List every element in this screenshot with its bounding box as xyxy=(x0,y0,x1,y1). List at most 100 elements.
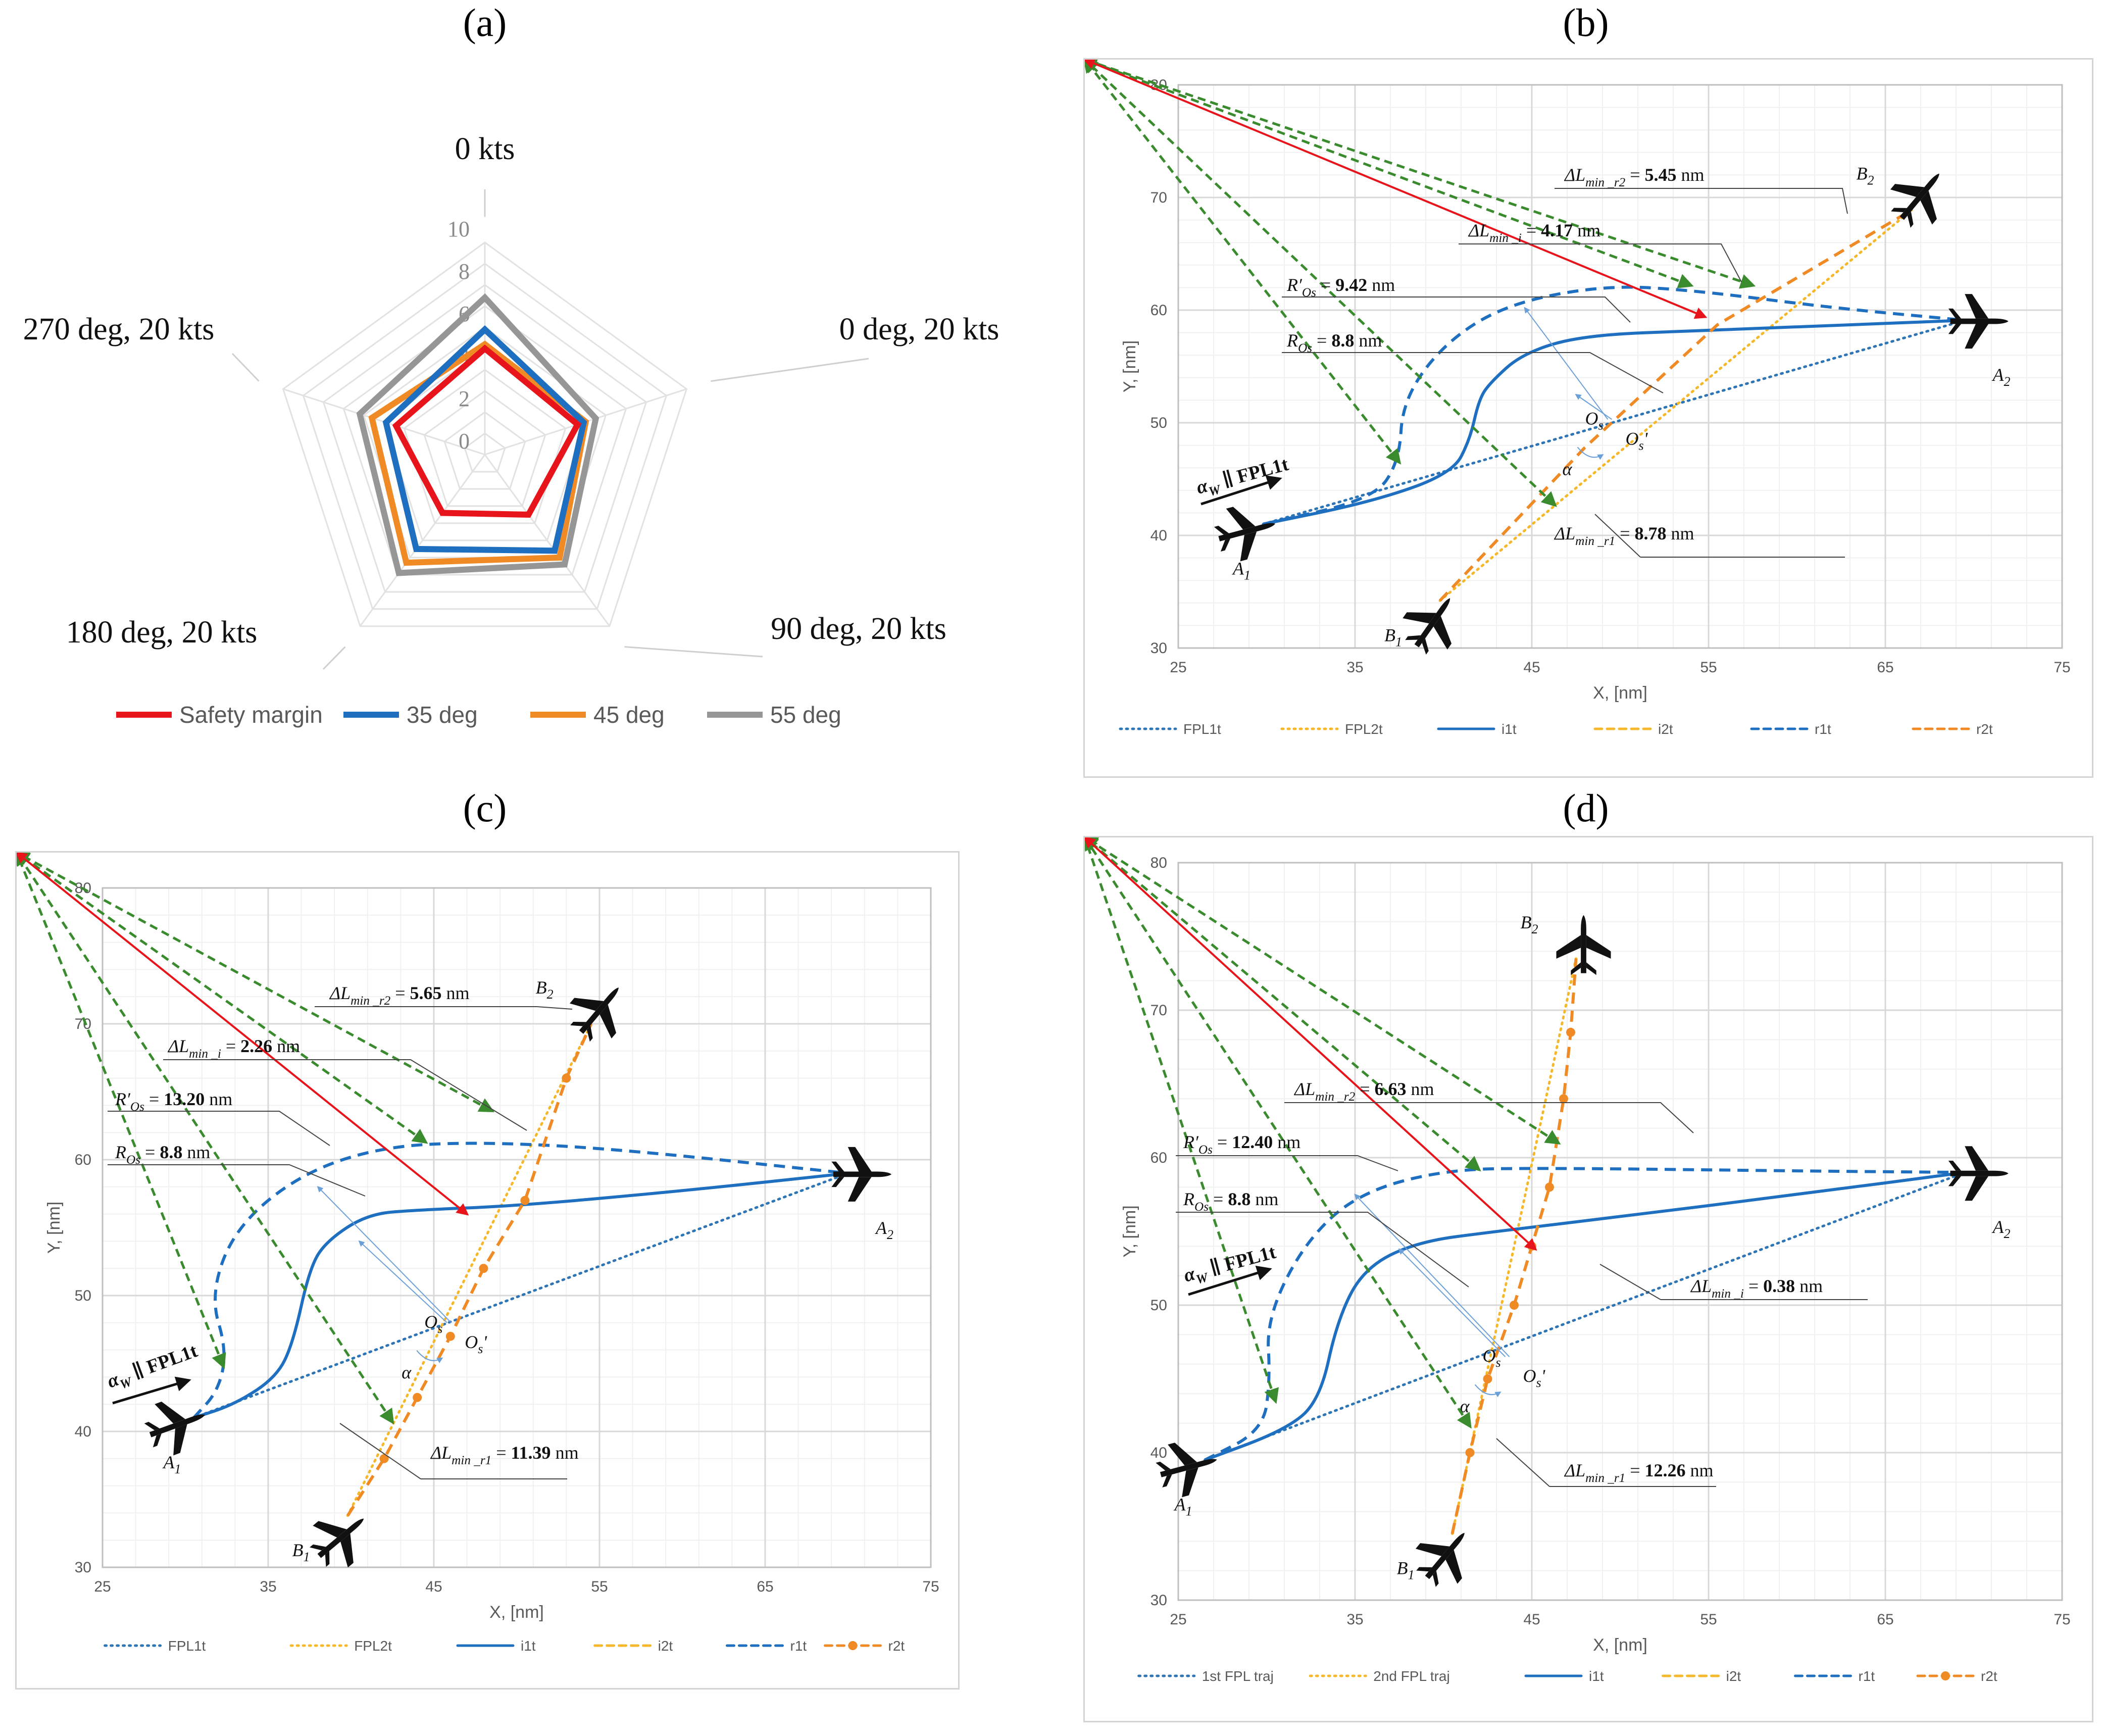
series-r2t-marker xyxy=(1559,1094,1568,1104)
airplane-fuselage xyxy=(1218,523,1276,541)
annotation-equals: = xyxy=(221,1036,240,1056)
series-r2t xyxy=(346,1023,593,1517)
legend-label: FPL2t xyxy=(1345,721,1383,737)
annotation-value: 9.42 xyxy=(1335,275,1367,295)
radar-axis-label: 180 deg, 20 kts xyxy=(66,615,258,650)
annotation-leader xyxy=(1555,188,1848,214)
airplane-icon xyxy=(1403,598,1452,655)
airplane-fuselage xyxy=(1414,598,1450,648)
radar-spoke xyxy=(484,454,611,627)
point-label-subscript: 2 xyxy=(2004,1226,2011,1241)
annotation-symbol: ΔL xyxy=(1554,523,1575,543)
point-label-base: O xyxy=(1585,408,1598,428)
annotation-label: R′Os = 13.20 nm xyxy=(115,1089,232,1114)
series-r2t-marker xyxy=(413,1393,422,1402)
radius-arrow xyxy=(1398,1248,1506,1357)
radar-grid-ring xyxy=(443,411,526,490)
series-r2t-marker xyxy=(1566,1027,1575,1037)
annotation-unit: nm xyxy=(1273,1132,1300,1152)
point-label: B2 xyxy=(1521,912,1538,936)
annotation-equals: = xyxy=(144,1089,164,1109)
annotation-leader xyxy=(1282,352,1664,393)
annotation-unit: nm xyxy=(1250,1189,1278,1209)
annotation-label: ΔLmin _r1 = 12.26 nm xyxy=(1564,1460,1714,1485)
series-r2t-marker xyxy=(1483,1374,1492,1383)
point-label: Os xyxy=(424,1312,442,1336)
annotation-subscript: min _r1 xyxy=(452,1454,491,1467)
y-tick-label: 50 xyxy=(1150,1297,1167,1314)
series-r1t xyxy=(1263,285,1965,526)
annotation-subscript: Os xyxy=(1194,1200,1209,1214)
point-label-base: B xyxy=(1521,912,1532,932)
annotation-value: 12.26 xyxy=(1645,1460,1686,1480)
annotation-symbol: R xyxy=(115,1142,126,1162)
annotation-subscript: min _i xyxy=(1489,231,1522,245)
point-label-base: A xyxy=(1174,1495,1186,1515)
point-label: Os' xyxy=(1626,428,1648,453)
point-label: B1 xyxy=(292,1540,310,1564)
legend-label: i1t xyxy=(521,1638,536,1654)
point-label-base: A xyxy=(1992,365,2005,385)
point-label: A1 xyxy=(1174,1495,1192,1519)
y-tick-label: 50 xyxy=(75,1287,91,1304)
annotation-value: 8.8 xyxy=(160,1142,182,1162)
radar-grid-ring xyxy=(403,369,567,524)
point-label-base: O xyxy=(1523,1366,1536,1386)
distance-arrow-green xyxy=(1083,57,1402,465)
airplane-fuselage xyxy=(1950,318,2009,324)
annotation-unit: nm xyxy=(1573,220,1600,240)
y-tick-label: 40 xyxy=(1150,1445,1167,1461)
annotation-symbol: R′ xyxy=(1286,275,1303,295)
legend-label: 55 deg xyxy=(770,702,841,728)
panel-label-a: (a) xyxy=(463,1,507,44)
annotation-label: ROs = 8.8 nm xyxy=(1286,330,1382,355)
point-label-base: B xyxy=(1857,164,1868,184)
annotation-leader xyxy=(108,1111,330,1146)
x-tick-label: 25 xyxy=(1170,659,1186,676)
distance-arrow-green xyxy=(15,850,394,1425)
annotation-value: 4.17 xyxy=(1541,220,1573,240)
point-label: B2 xyxy=(1857,164,1874,188)
x-tick-label: 75 xyxy=(922,1578,939,1595)
airplane-wing xyxy=(847,1147,872,1202)
legend-label: r1t xyxy=(790,1638,807,1654)
y-tick-label: 40 xyxy=(75,1423,91,1440)
legend-label: r2t xyxy=(1981,1668,1997,1684)
annotation-unit: nm xyxy=(1667,523,1694,543)
annotation-symbol: ΔL xyxy=(167,1036,189,1056)
airplane-fuselage xyxy=(1581,915,1586,973)
y-tick-label: 60 xyxy=(1150,1150,1167,1166)
distance-arrow-red xyxy=(1082,58,1708,319)
annotation-label: ΔLmin _r2 = 5.65 nm xyxy=(329,983,470,1008)
annotation-symbol: ΔL xyxy=(1293,1079,1315,1099)
y-axis-label: Y, [nm] xyxy=(1120,340,1139,392)
annotation-equals: = xyxy=(1625,165,1644,185)
annotation-equals: = xyxy=(1312,330,1331,351)
annotation-subscript: Os xyxy=(1198,1143,1213,1157)
legend-marker xyxy=(1941,1671,1950,1680)
annotation-subscript: min _r2 xyxy=(1585,176,1625,189)
airplane-tail xyxy=(1156,1461,1172,1487)
radar-grid-ring xyxy=(302,263,668,610)
airplane-tail xyxy=(310,1544,330,1567)
annotation-value: 6.63 xyxy=(1375,1079,1407,1099)
panel-label-d: (d) xyxy=(1563,786,1609,830)
annotation-symbol: R xyxy=(1183,1189,1194,1209)
x-axis-label: X, [nm] xyxy=(1593,683,1647,703)
point-label-subscript: 1 xyxy=(174,1462,181,1476)
point-label-subscript: s xyxy=(1496,1355,1501,1370)
annotation-unit: nm xyxy=(442,983,470,1003)
wind-label: αW ∥ FPL1t xyxy=(105,1340,202,1396)
annotation-label: ROs = 8.8 nm xyxy=(1183,1189,1278,1214)
y-tick-label: 50 xyxy=(1150,415,1167,431)
point-label-subscript: s xyxy=(478,1342,483,1356)
point-label-base: O xyxy=(1626,428,1639,449)
annotation-equals: = xyxy=(1615,523,1634,543)
radar-axis-label: 0 deg, 20 kts xyxy=(839,312,999,346)
point-label-subscript: 1 xyxy=(303,1550,310,1564)
annotation-value: 8.8 xyxy=(1228,1189,1250,1209)
